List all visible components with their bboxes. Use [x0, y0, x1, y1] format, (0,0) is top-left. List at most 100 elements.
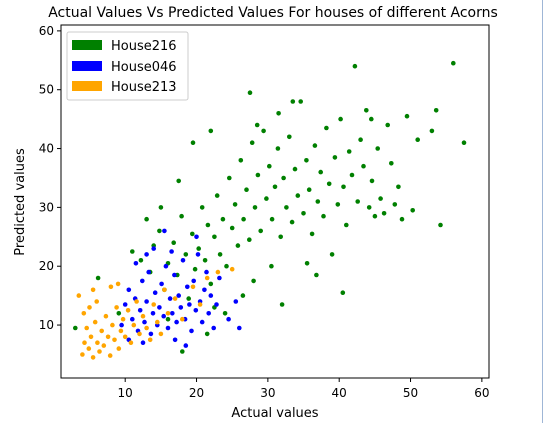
point-house046-7	[140, 278, 145, 284]
point-house216-18	[199, 205, 205, 210]
point-house216-12	[179, 213, 184, 219]
point-house046-20	[167, 296, 173, 301]
point-house213-29	[151, 302, 156, 307]
point-house216-42	[269, 216, 275, 222]
y-tick-label: 50	[39, 83, 54, 97]
point-house213-11	[103, 313, 109, 319]
legend-label-house216: House216	[111, 39, 177, 54]
point-house216-4	[138, 258, 144, 263]
point-house046-36	[202, 287, 207, 293]
point-house216-72	[355, 199, 361, 204]
point-house046-0	[119, 322, 124, 328]
point-house216-37	[255, 172, 261, 178]
point-house213-43	[76, 293, 82, 298]
point-house046-18	[163, 263, 169, 269]
point-house216-67	[341, 184, 346, 190]
y-tick-label: 10	[39, 318, 54, 332]
point-house216-102	[269, 263, 274, 269]
point-house216-69	[346, 149, 352, 154]
point-house046-38	[206, 311, 211, 316]
point-house216-21	[208, 281, 214, 287]
point-house216-105	[340, 290, 346, 296]
point-house216-25	[220, 216, 226, 222]
point-house213-18	[118, 328, 124, 334]
point-house216-38	[258, 228, 264, 234]
x-tick-label: 20	[189, 386, 204, 400]
point-house216-81	[381, 211, 387, 216]
point-house216-89	[415, 137, 421, 142]
point-house046-55	[144, 252, 149, 257]
legend-swatch-house216	[72, 40, 102, 50]
x-tick-label: 30	[260, 386, 275, 400]
point-house216-50	[292, 166, 298, 172]
point-house046-54	[237, 325, 242, 331]
point-house216-101	[251, 278, 256, 284]
point-house213-1	[82, 340, 87, 346]
point-house046-8	[142, 319, 147, 325]
point-house046-26	[180, 258, 186, 263]
point-house216-44	[275, 146, 281, 151]
point-house216-95	[165, 316, 171, 322]
point-house046-23	[174, 319, 179, 325]
point-house046-3	[130, 316, 135, 322]
point-house046-31	[191, 278, 196, 284]
point-house216-107	[247, 90, 253, 95]
point-house216-114	[176, 178, 181, 184]
point-house046-47	[133, 261, 139, 266]
point-house216-60	[321, 213, 326, 219]
point-house216-46	[281, 175, 286, 181]
point-house216-33	[244, 187, 249, 192]
point-house216-16	[192, 266, 198, 272]
point-house046-52	[226, 316, 231, 322]
point-house216-71	[352, 63, 358, 69]
point-house216-7	[157, 228, 162, 234]
point-house046-11	[148, 331, 154, 337]
point-house216-110	[369, 116, 374, 122]
point-house216-70	[349, 172, 355, 178]
point-house216-0	[73, 325, 78, 331]
point-house216-48	[287, 134, 292, 140]
point-house216-83	[389, 161, 394, 166]
point-house216-51	[295, 193, 301, 198]
point-house046-51	[183, 343, 189, 348]
y-axis-label: Predicted values	[13, 148, 28, 256]
point-house216-73	[358, 137, 363, 142]
point-house213-38	[204, 275, 210, 281]
point-house046-21	[170, 311, 175, 316]
point-house216-53	[301, 211, 306, 216]
point-house216-17	[196, 246, 201, 251]
point-house216-56	[309, 231, 315, 237]
legend-label-house213: House213	[111, 80, 177, 95]
point-house213-0	[80, 352, 85, 357]
point-house213-44	[90, 287, 96, 293]
window-edge-divider	[542, 0, 543, 423]
point-house213-32	[162, 287, 167, 293]
point-house216-91	[433, 108, 439, 113]
point-house046-28	[185, 284, 190, 290]
point-house216-57	[312, 143, 318, 148]
point-house213-39	[215, 269, 221, 275]
point-house213-3	[86, 346, 92, 351]
point-house216-100	[240, 293, 246, 298]
point-house216-35	[249, 140, 255, 145]
point-house213-47	[115, 281, 121, 287]
point-house216-85	[396, 184, 401, 190]
point-house213-2	[84, 325, 89, 331]
point-house216-99	[222, 311, 228, 316]
x-tick-label: 50	[403, 386, 418, 400]
point-house046-50	[172, 337, 178, 343]
point-house216-109	[290, 99, 296, 104]
x-tick-label: 40	[332, 386, 347, 400]
point-house216-1	[95, 275, 101, 281]
point-house046-25	[178, 305, 184, 310]
points-layer	[73, 60, 467, 360]
point-house213-46	[108, 284, 114, 290]
point-house216-58	[315, 199, 321, 204]
point-house216-111	[254, 122, 260, 128]
point-house213-26	[140, 313, 146, 319]
point-house046-13	[152, 290, 158, 296]
point-house213-42	[81, 311, 87, 316]
point-house216-45	[278, 234, 284, 240]
point-house216-49	[289, 219, 295, 225]
point-house216-30	[235, 243, 241, 248]
